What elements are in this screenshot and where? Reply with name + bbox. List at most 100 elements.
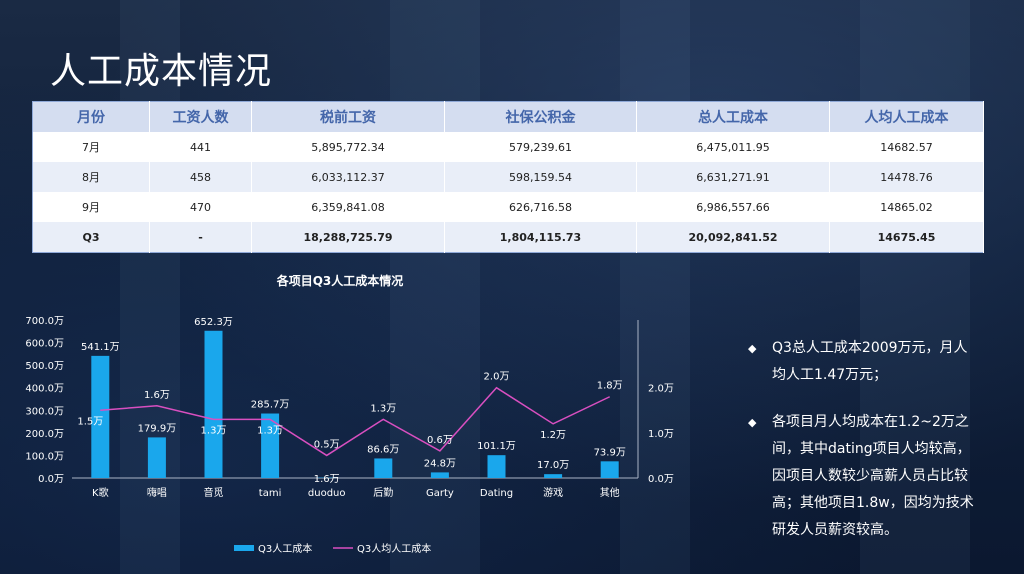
column-header: 社保公积金: [444, 101, 637, 132]
table-cell: 458: [149, 162, 252, 192]
bar: [544, 474, 563, 478]
table-header-row: 月份 工资人数 税前工资 社保公积金 总人工成本 人均人工成本: [32, 101, 984, 132]
line-data-label: 2.0万: [484, 372, 510, 383]
table-row: 7月 441 5,895,772.34 579,239.61 6,475,011.95 1…: [32, 132, 984, 162]
table-row: 9月 470 6,359,841.08 626,716.58 6,986,557.66 1…: [32, 192, 984, 222]
chart-title: 各项目Q3人工成本情况: [276, 273, 404, 288]
bar: [91, 355, 110, 478]
left-tick-label: 700.0万: [25, 316, 64, 327]
bar-data-label: 17.0万: [537, 460, 569, 471]
bar: [430, 472, 449, 478]
note-text: 各项目月人均成本在1.2~2万之间，其中dating项目人均较高，因项目人数较少…: [772, 414, 974, 538]
x-tick-label: 音觅: [204, 486, 224, 499]
bar: [147, 437, 166, 478]
table-cell: 441: [149, 132, 252, 162]
table-cell: 8月: [32, 162, 150, 192]
right-tick-label: 1.0万: [648, 429, 674, 440]
left-tick-label: 500.0万: [25, 361, 64, 372]
bar: [374, 458, 393, 478]
line-data-label: 1.3万: [257, 425, 283, 436]
line-data-label: 1.3万: [201, 425, 227, 436]
legend-bar-swatch: [234, 545, 254, 551]
bg-building: [860, 0, 970, 574]
table-cell: 6,986,557.66: [636, 192, 830, 222]
cost-chart: 各项目Q3人工成本情况 0.0万 100.0万 200.0万 300.0万 400.0万 5…: [25, 273, 674, 555]
x-tick-label: duoduo: [308, 488, 346, 499]
table-row: 8月 458 6,033,112.37 598,159.54 6,631,271.91 1…: [32, 162, 984, 192]
table-cell: 14478.76: [829, 162, 984, 192]
page-title: 人工成本情况: [50, 51, 273, 92]
bar: [204, 330, 223, 478]
table-cell: 14675.45: [829, 222, 984, 253]
table-cell: 14865.02: [829, 192, 984, 222]
column-header: 人均人工成本: [829, 101, 984, 132]
x-tick-label: tami: [259, 488, 282, 499]
x-tick-label: K歌: [92, 486, 109, 499]
table-cell: 1,804,115.73: [444, 222, 637, 253]
diamond-bullet-icon: ◆: [748, 342, 757, 355]
line-data-label: 1.5万: [77, 416, 103, 427]
table-cell: 6,631,271.91: [636, 162, 830, 192]
column-header: 月份: [32, 101, 150, 132]
line-data-label: 1.8万: [597, 381, 623, 392]
table-cell: 18,288,725.79: [251, 222, 445, 253]
notes-panel: ◆ Q3总人工成本2009万元，月人均人工1.47万元； ◆ 各项目月人均成本在…: [748, 335, 978, 564]
table-cell: 6,359,841.08: [251, 192, 445, 222]
column-header: 工资人数: [149, 101, 252, 132]
bar-data-label: 179.9万: [138, 423, 177, 434]
table-cell: 9月: [32, 192, 150, 222]
diamond-bullet-icon: ◆: [748, 416, 757, 429]
cost-table: 月份 工资人数 税前工资 社保公积金 总人工成本 人均人工成本 7月 441 5,895,77…: [32, 101, 984, 253]
table-cell: 598,159.54: [444, 162, 637, 192]
table-total-row: Q3-18,288,725.79 1,804,115.73 20,092,841.5…: [32, 222, 984, 253]
line-data-label: 0.6万: [427, 435, 453, 446]
note-item: ◆ Q3总人工成本2009万元，月人均人工1.47万元；: [748, 335, 978, 389]
legend-line-label: Q3人均人工成本: [357, 542, 431, 555]
table-cell: 470: [149, 192, 252, 222]
x-tick-label: 嗨唱: [147, 486, 167, 499]
line-data-label: 1.2万: [540, 430, 566, 441]
left-tick-label: 600.0万: [25, 339, 64, 350]
line-data-label: 0.5万: [314, 439, 340, 450]
column-header: 税前工资: [251, 101, 445, 132]
legend-bar-label: Q3人工成本: [258, 542, 312, 555]
series-line: [100, 386, 611, 457]
line-data-label: 1.6万: [144, 390, 170, 401]
left-tick-label: 200.0万: [25, 429, 64, 440]
bar-data-label: 1.6万: [314, 474, 340, 485]
left-tick-label: 400.0万: [25, 384, 64, 395]
bar-data-label: 285.7万: [251, 400, 290, 411]
column-header: 总人工成本: [636, 101, 830, 132]
bar-data-label: 73.9万: [594, 447, 626, 458]
table-cell: -: [149, 222, 252, 253]
x-tick-label: 游戏: [543, 486, 563, 499]
left-tick-label: 0.0万: [38, 474, 64, 485]
note-text: Q3总人工成本2009万元，月人均人工1.47万元；: [772, 340, 968, 383]
bar: [261, 413, 280, 478]
table-cell: 579,239.61: [444, 132, 637, 162]
table-cell: 20,092,841.52: [636, 222, 830, 253]
bar-data-label: 541.1万: [81, 342, 120, 353]
bar: [487, 455, 506, 478]
right-tick-label: 2.0万: [648, 384, 674, 395]
left-tick-label: 300.0万: [25, 406, 64, 417]
table-cell: Q3: [32, 222, 150, 253]
table-cell: 6,475,011.95: [636, 132, 830, 162]
x-tick-label: Garty: [426, 488, 454, 499]
bar-data-label: 86.6万: [367, 444, 399, 455]
left-tick-label: 100.0万: [25, 451, 64, 462]
table-cell: 14682.57: [829, 132, 984, 162]
bar-data-label: 24.8万: [424, 458, 456, 469]
bar-data-label: 101.1万: [477, 441, 516, 452]
bar-data-label: 652.3万: [194, 317, 233, 328]
table-cell: 626,716.58: [444, 192, 637, 222]
note-item: ◆ 各项目月人均成本在1.2~2万之间，其中dating项目人均较高，因项目人数…: [748, 409, 978, 544]
line-data-label: 1.3万: [370, 403, 396, 414]
table-cell: 6,033,112.37: [251, 162, 445, 192]
x-tick-label: 后勤: [373, 486, 393, 499]
x-tick-label: 其他: [600, 486, 620, 499]
x-tick-label: Dating: [480, 488, 513, 499]
table-cell: 5,895,772.34: [251, 132, 445, 162]
right-tick-label: 0.0万: [648, 474, 674, 485]
table-cell: 7月: [32, 132, 150, 162]
